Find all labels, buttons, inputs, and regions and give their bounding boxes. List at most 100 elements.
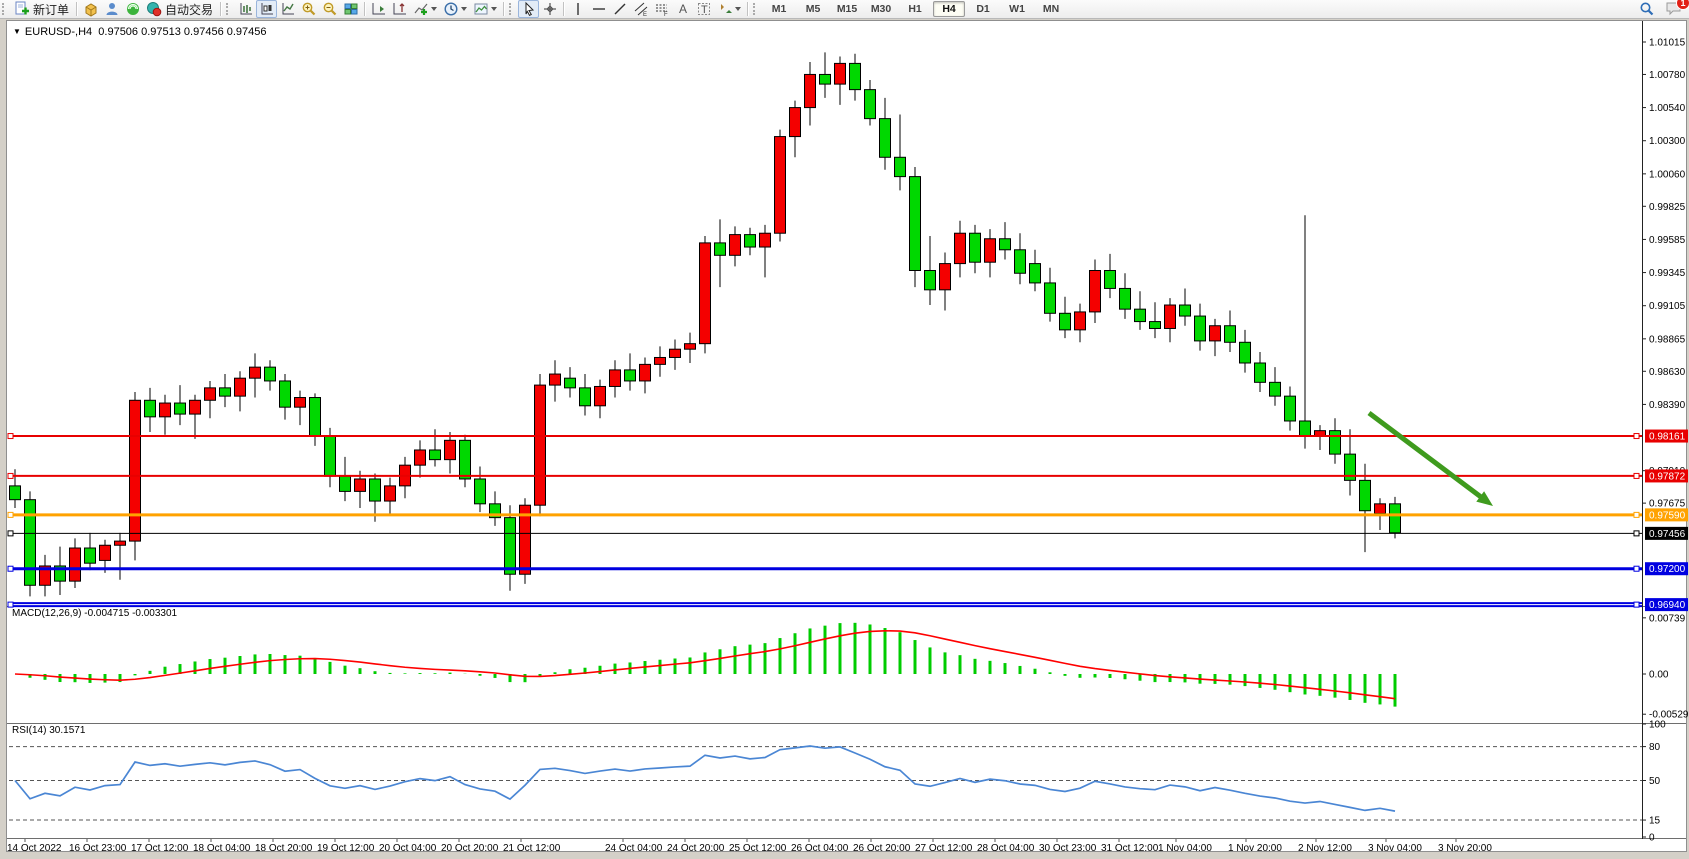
search-icon[interactable] [1636, 0, 1657, 18]
tile-windows-icon[interactable] [340, 0, 361, 18]
shapes-tool-icon[interactable] [714, 0, 735, 18]
candle-body [1329, 430, 1341, 455]
chart-canvas[interactable]: 1.01015 1.00780 1.00540 1.00300 1.00060 0.998… [7, 21, 1689, 854]
candle-body [84, 547, 96, 564]
candle-body [999, 238, 1011, 251]
timeframe-button-w1[interactable]: W1 [1009, 3, 1025, 15]
svg-text:E: E [643, 12, 647, 17]
line-anchor[interactable] [7, 511, 14, 518]
candle-body [1149, 321, 1161, 329]
timeframe-button-m1[interactable]: M1 [771, 3, 787, 15]
horizontal-line-tool-icon[interactable] [588, 0, 609, 18]
candle-body [939, 263, 951, 291]
timeframe-button-mn[interactable]: MN [1042, 3, 1060, 15]
data-window-icon[interactable] [101, 0, 122, 18]
channel-tool-icon[interactable]: E [630, 0, 651, 18]
line-anchor[interactable] [1633, 472, 1640, 479]
candle-body [354, 478, 366, 492]
candle-body [159, 402, 171, 418]
cursor-icon[interactable] [518, 0, 540, 18]
templates-dropdown-caret[interactable] [491, 7, 498, 11]
time-tick-label: 1 Nov 20:00 [1228, 843, 1282, 851]
price-label-box [1645, 508, 1689, 522]
candle-body [1164, 304, 1176, 329]
indicators-dropdown-caret[interactable] [431, 7, 438, 11]
timeframe-button-m30[interactable]: M30 [870, 3, 892, 15]
toolbar-grip [2, 3, 9, 15]
svg-text:F: F [664, 12, 668, 17]
time-tick-label: 25 Oct 12:00 [729, 843, 787, 851]
text-tool-icon[interactable]: A [672, 0, 693, 18]
autoscroll-icon[interactable] [368, 0, 389, 18]
candle-body [1239, 341, 1251, 364]
macd-series [14, 622, 1397, 707]
candle-body [984, 238, 996, 263]
line-chart-mode-icon[interactable] [277, 0, 298, 18]
autotrade-icon[interactable] [143, 0, 164, 18]
bar-chart-mode-icon[interactable] [235, 0, 256, 18]
timeframe-button-d1[interactable]: D1 [976, 3, 990, 15]
zoom-in-icon[interactable] [298, 0, 319, 18]
vertical-line-tool-icon[interactable] [567, 0, 588, 18]
candle-body [189, 399, 201, 415]
new-order-label[interactable]: 新订单 [33, 2, 70, 17]
time-axis[interactable]: 14 Oct 2022 16 Oct 23:00 17 Oct 12:00 18 Oc… [7, 839, 1492, 854]
candle-body [504, 517, 516, 575]
timeframe-button-m15[interactable]: M15 [836, 3, 858, 15]
candle-body [129, 399, 141, 542]
macd-indicator-label: MACD(12,26,9) -0.004715 -0.003301 [12, 608, 178, 619]
toolbar-separator [503, 2, 505, 16]
zoom-out-icon[interactable] [319, 0, 340, 18]
crosshair-icon[interactable] [539, 0, 560, 18]
candle-body [324, 435, 336, 477]
chart-shift-icon[interactable] [389, 0, 410, 18]
label-tool-icon[interactable]: T [693, 0, 714, 18]
timeframe-bar: M1 M5 M15 M30 H1 H4 D1 W1 MN [762, 1, 1068, 17]
candle-body [1209, 325, 1221, 342]
timeframe-button-h4[interactable]: H4 [933, 1, 966, 17]
candle-body [624, 369, 636, 382]
line-anchor[interactable] [1633, 565, 1640, 572]
line-anchor[interactable] [7, 565, 14, 572]
line-anchor[interactable] [7, 433, 14, 440]
line-anchor[interactable] [7, 472, 14, 479]
timeframe-button-m5[interactable]: M5 [805, 3, 821, 15]
timeframe-button-h1[interactable]: H1 [908, 3, 922, 15]
market-watch-icon[interactable] [80, 0, 101, 18]
candle-body [459, 439, 471, 480]
toolbar-right-cluster: 1 [1636, 0, 1689, 19]
line-anchor[interactable] [1633, 433, 1640, 440]
line-anchor[interactable] [1633, 530, 1640, 537]
navigator-icon[interactable] [122, 0, 143, 18]
candle-body [1374, 503, 1386, 514]
periods-dropdown-caret[interactable] [461, 7, 468, 11]
periods-clock-icon[interactable] [440, 0, 461, 18]
time-tick-label: 21 Oct 12:00 [503, 843, 561, 851]
rsi-axis-label: 80 [1649, 742, 1661, 753]
line-anchor[interactable] [7, 601, 14, 608]
indicators-icon[interactable] [410, 0, 431, 18]
trendline-tool-icon[interactable] [609, 0, 630, 18]
fibonacci-tool-icon[interactable]: F [651, 0, 672, 18]
toolbar-separator [220, 2, 222, 16]
price-tick-label: 0.99585 [1649, 235, 1686, 246]
time-tick-label: 3 Nov 20:00 [1438, 843, 1492, 851]
line-anchor[interactable] [1633, 511, 1640, 518]
time-tick-label: 30 Oct 23:00 [1039, 843, 1097, 851]
line-anchor[interactable] [7, 530, 14, 537]
line-anchor[interactable] [1633, 601, 1640, 608]
templates-icon[interactable] [470, 0, 491, 18]
new-order-icon[interactable] [11, 0, 32, 18]
candle-body [234, 377, 246, 397]
toolbar-grip [226, 3, 233, 15]
candle-body [219, 387, 231, 397]
candle-body [54, 565, 66, 582]
autotrade-label[interactable]: 自动交易 [165, 2, 214, 17]
candlestick-mode-icon[interactable] [256, 0, 278, 18]
notifications-button[interactable]: 1 [1665, 0, 1689, 19]
collapse-triangle-icon[interactable]: ▼ [13, 27, 21, 36]
price-label-text: 0.97872 [1649, 471, 1686, 482]
trend-arrow-annotation[interactable] [1367, 411, 1493, 506]
shapes-dropdown-caret[interactable] [735, 7, 742, 11]
candle-body [849, 62, 861, 91]
